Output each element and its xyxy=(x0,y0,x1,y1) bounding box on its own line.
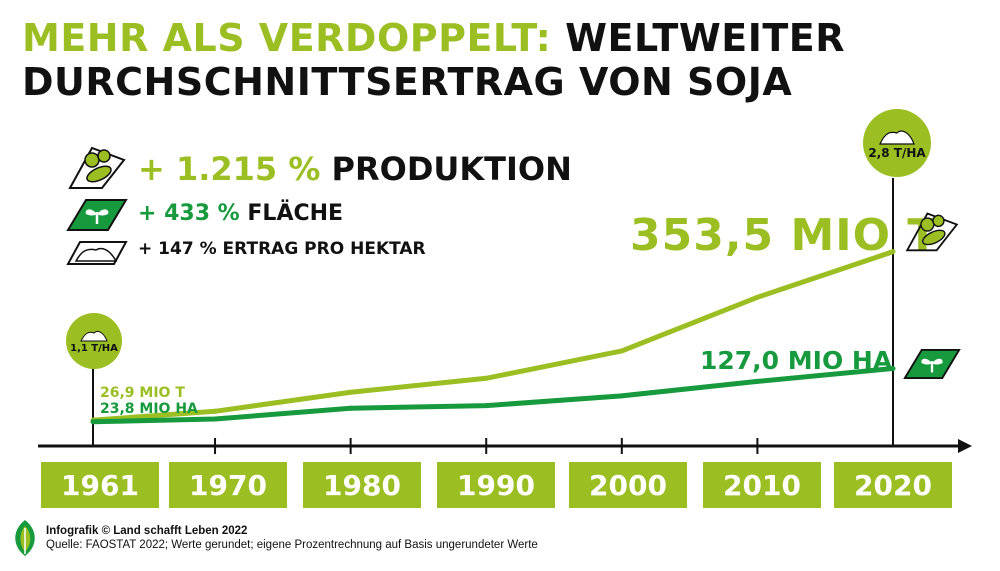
data-point xyxy=(754,378,760,384)
end-production-label: 353,5 MIO T xyxy=(630,210,939,261)
x-axis-ticks xyxy=(214,438,759,454)
data-point xyxy=(483,375,489,381)
stat-area-pct: + 433 % xyxy=(138,201,240,226)
data-point xyxy=(890,365,896,371)
x-tick-label-2020: 2020 xyxy=(834,462,952,508)
start-production-label: 26,9 MIO T xyxy=(100,385,185,401)
title-line-2: DURCHSCHNITTSERTRAG VON SOJA xyxy=(22,60,793,104)
data-point xyxy=(483,403,489,409)
x-tick-label-1961: 1961 xyxy=(41,462,159,508)
axis-arrow-icon xyxy=(958,439,972,453)
x-tick-label-1970: 1970 xyxy=(169,462,287,508)
stat-production-label: PRODUKTION xyxy=(331,150,572,188)
title-rest: WELTWEITER xyxy=(565,16,845,60)
stat-yield-label: ERTRAG PRO HEKTAR xyxy=(222,239,426,259)
stat-area-label: FLÄCHE xyxy=(247,201,344,226)
x-tick-label-2010: 2010 xyxy=(703,462,821,508)
data-point xyxy=(890,249,896,255)
soybean-pods-icon xyxy=(905,212,959,252)
data-point xyxy=(90,419,96,425)
footer-credit: Infografik © Land schafft Leben 2022 xyxy=(46,525,248,537)
x-tick-label-2000: 2000 xyxy=(569,462,687,508)
yield-badge-1961: 1,1 T/HA xyxy=(66,313,122,369)
data-point xyxy=(754,294,760,300)
data-point xyxy=(212,416,218,422)
stat-yield: + 147 % ERTRAG PRO HEKTAR xyxy=(138,239,426,259)
x-tick-label-1990: 1990 xyxy=(437,462,555,508)
data-point xyxy=(348,389,354,395)
harvest-pile-icon xyxy=(80,330,108,342)
title-line-1: MEHR ALS VERDOPPELT: WELTWEITER xyxy=(22,16,845,60)
page-title: MEHR ALS VERDOPPELT: WELTWEITER DURCHSCH… xyxy=(22,16,845,104)
data-point xyxy=(348,405,354,411)
footer-source: Quelle: FAOSTAT 2022; Werte gerundet; ei… xyxy=(46,539,538,551)
leaf-logo-icon xyxy=(15,520,35,556)
title-accent: MEHR ALS VERDOPPELT: xyxy=(22,16,552,60)
series-line-production xyxy=(92,249,894,423)
data-point xyxy=(619,393,625,399)
x-tick-label-1980: 1980 xyxy=(303,462,421,508)
data-point xyxy=(619,348,625,354)
start-area-label: 23,8 MIO HA xyxy=(100,401,198,417)
harvest-pile-icon xyxy=(879,129,915,145)
stat-yield-pct: + 147 % xyxy=(138,239,217,259)
stat-production: + 1.215 % PRODUKTION xyxy=(138,150,572,188)
yield-badge-2020-text: 2,8 T/HA xyxy=(868,145,926,160)
data-point xyxy=(212,408,218,414)
yield-badge-1961-text: 1,1 T/HA xyxy=(70,343,118,354)
end-area-label: 127,0 MIO HA xyxy=(700,346,893,375)
x-axis xyxy=(38,439,972,453)
field-seedling-icon xyxy=(66,199,128,231)
footer: Infografik © Land schafft Leben 2022 Que… xyxy=(46,524,538,552)
field-seedling-icon xyxy=(903,349,961,379)
soybean-pods-icon xyxy=(68,146,126,189)
harvest-pile-icon xyxy=(66,241,128,265)
stat-production-pct: + 1.215 % xyxy=(138,150,321,188)
yield-badge-2020: 2,8 T/HA xyxy=(863,109,931,177)
stat-area: + 433 % FLÄCHE xyxy=(138,201,343,226)
